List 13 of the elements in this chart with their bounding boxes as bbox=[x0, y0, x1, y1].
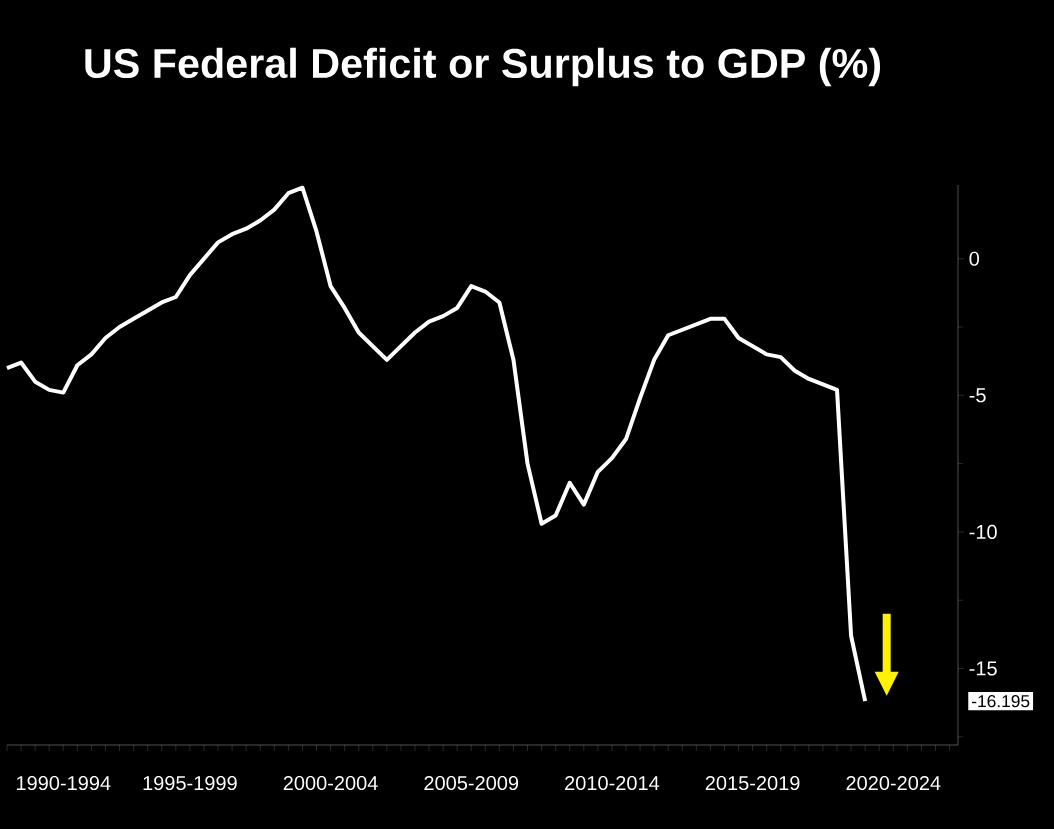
chart-title: US Federal Deficit or Surplus to GDP (%) bbox=[85, 47, 881, 87]
x-tick-label: 2000-2004 bbox=[283, 775, 378, 791]
y-tick-label: -10 bbox=[969, 524, 997, 539]
x-tick-label: 1990-1994 bbox=[16, 775, 111, 791]
x-tick-label: 2010-2014 bbox=[565, 775, 660, 791]
text: -16.195 bbox=[972, 695, 1030, 708]
x-tick-label: 2020-2024 bbox=[846, 775, 941, 791]
y-tick-label: -5 bbox=[969, 388, 986, 403]
x-tick-label: 1995-1999 bbox=[143, 775, 237, 791]
x-tick-label: 2005-2009 bbox=[424, 775, 519, 791]
x-tick-label: 2015-2019 bbox=[705, 775, 800, 791]
y-tick-label: 0 bbox=[969, 251, 980, 266]
y-tick-label: -15 bbox=[969, 661, 997, 676]
